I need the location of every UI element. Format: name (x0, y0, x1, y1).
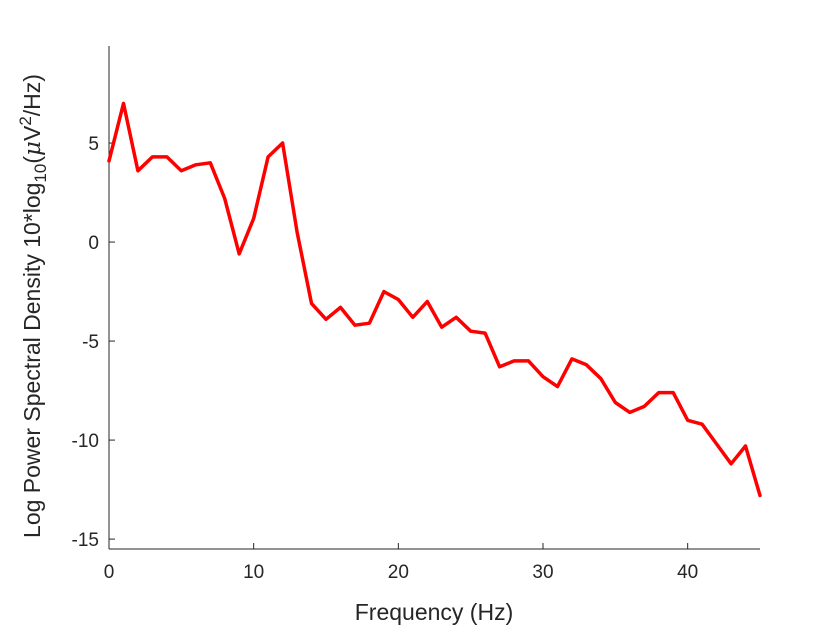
series (107, 101, 762, 498)
y-tick-label: 0 (88, 233, 99, 254)
x-tick-label: 30 (532, 562, 553, 583)
y-axis-label-paren: ( (19, 156, 45, 164)
axes (108, 46, 760, 550)
y-axis-label-unit: V (19, 125, 45, 141)
psd-series-line (107, 101, 762, 498)
y-tick-label: -15 (72, 530, 99, 551)
y-tick-label: 5 (88, 134, 99, 155)
y-axis-label-tail: /Hz) (19, 74, 45, 116)
x-tick-label: 20 (388, 562, 409, 583)
y-axis-label-superscript: 2 (16, 116, 35, 125)
x-tick-label: 0 (104, 562, 115, 583)
y-axis-label-main: Log Power Spectral Density 10*log (19, 183, 45, 538)
x-axis-label: Frequency (Hz) (355, 599, 513, 625)
x-tick-label: 40 (677, 562, 698, 583)
y-tick-label: -5 (82, 332, 99, 353)
y-axis-label: Log Power Spectral Density 10*log10(μV2/… (16, 74, 50, 538)
x-tick-label: 10 (243, 562, 264, 583)
y-tick-label: -10 (72, 431, 99, 452)
y-axis-label-subscript: 10 (31, 164, 50, 183)
y-axis-label-mu: μ (20, 141, 46, 156)
